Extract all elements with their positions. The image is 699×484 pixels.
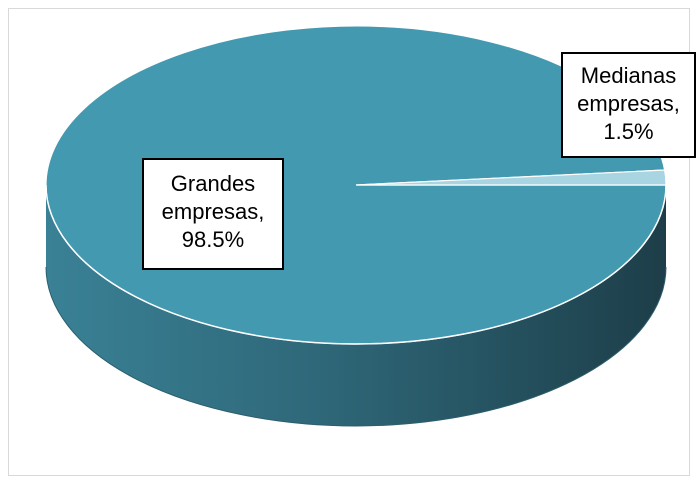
label-category-cont: empresas, <box>577 91 680 116</box>
pie-bottom-edge <box>45 266 667 427</box>
label-value: 1.5% <box>603 119 654 144</box>
data-label-medianas-empresas: Medianas empresas, 1.5% <box>561 52 696 158</box>
pie-slice-medianas-empresas <box>355 169 667 186</box>
pie-side-wall <box>46 185 666 426</box>
label-category: Medianas <box>580 63 677 88</box>
label-value: 98.5% <box>181 227 245 252</box>
label-category: Grandes <box>170 171 256 196</box>
pie-top-rim <box>45 184 667 345</box>
label-category-cont: empresas, <box>161 199 265 224</box>
data-label-grandes-empresas: Grandes empresas, 98.5% <box>142 158 284 270</box>
